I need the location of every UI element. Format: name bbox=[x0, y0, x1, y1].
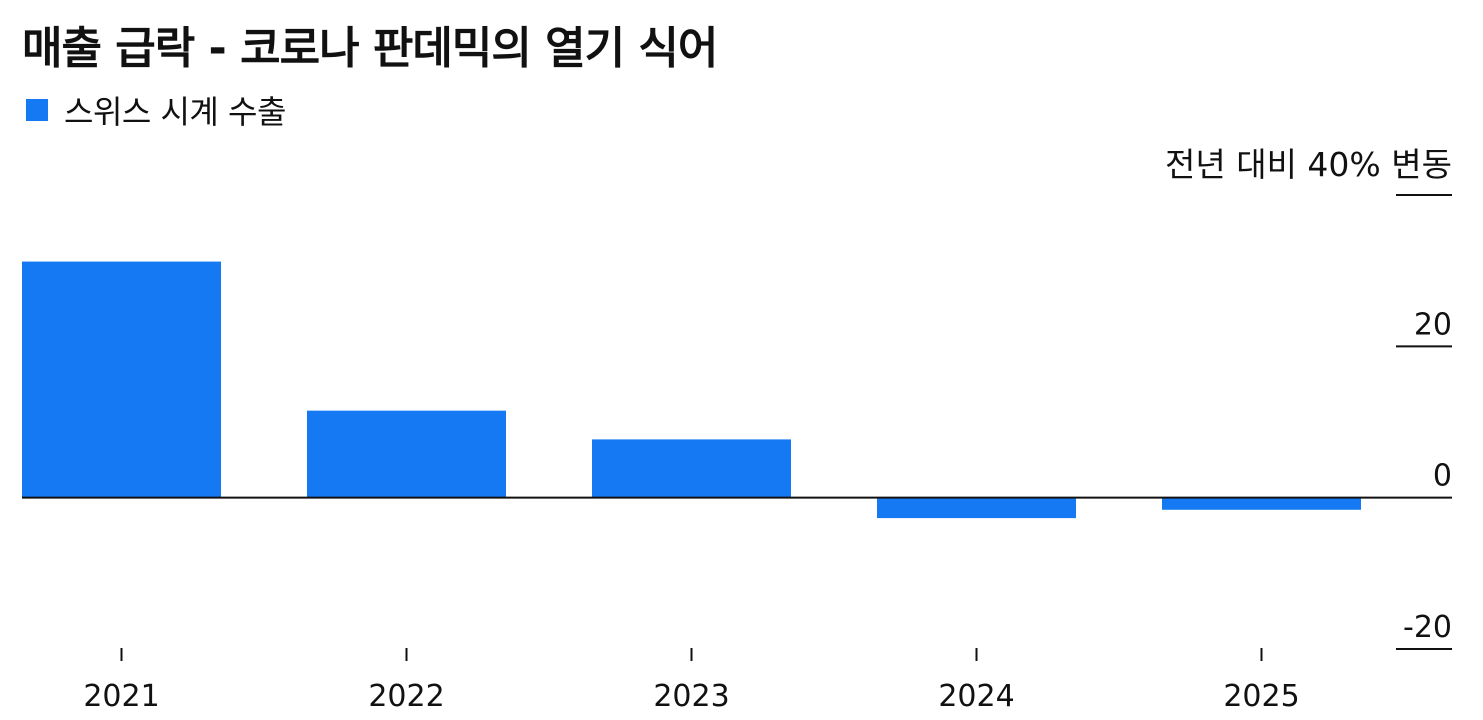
x-tick-label: 2025 bbox=[1223, 679, 1299, 714]
y-tick-label: -20 bbox=[1403, 610, 1452, 645]
x-tick-label: 2023 bbox=[653, 679, 729, 714]
chart-title: 매출 급락 - 코로나 판데믹의 열기 식어 bbox=[22, 23, 718, 74]
y-axis: 전년 대비 40% 변동 -20 0 20 bbox=[1165, 145, 1452, 650]
bar-2022 bbox=[307, 410, 506, 498]
y-tick-label: 20 bbox=[1414, 307, 1452, 342]
x-tick-label: 2024 bbox=[938, 679, 1014, 714]
bar-2024 bbox=[877, 497, 1076, 519]
legend-swatch bbox=[26, 99, 48, 121]
y-tick-label: 0 bbox=[1433, 459, 1452, 494]
bar-2021 bbox=[22, 261, 221, 498]
bars bbox=[22, 261, 1361, 519]
legend-label: 스위스 시계 수출 bbox=[64, 93, 286, 131]
x-tick-label: 2021 bbox=[83, 679, 159, 714]
x-axis: 2021 2022 2023 2024 2025 bbox=[83, 648, 1300, 714]
x-tick-label: 2022 bbox=[368, 679, 444, 714]
legend: 스위스 시계 수출 bbox=[26, 88, 286, 132]
bar-2025 bbox=[1162, 497, 1361, 510]
y-axis-unit-label: 전년 대비 40% 변동 bbox=[1165, 145, 1452, 184]
bar-2023 bbox=[592, 439, 791, 498]
